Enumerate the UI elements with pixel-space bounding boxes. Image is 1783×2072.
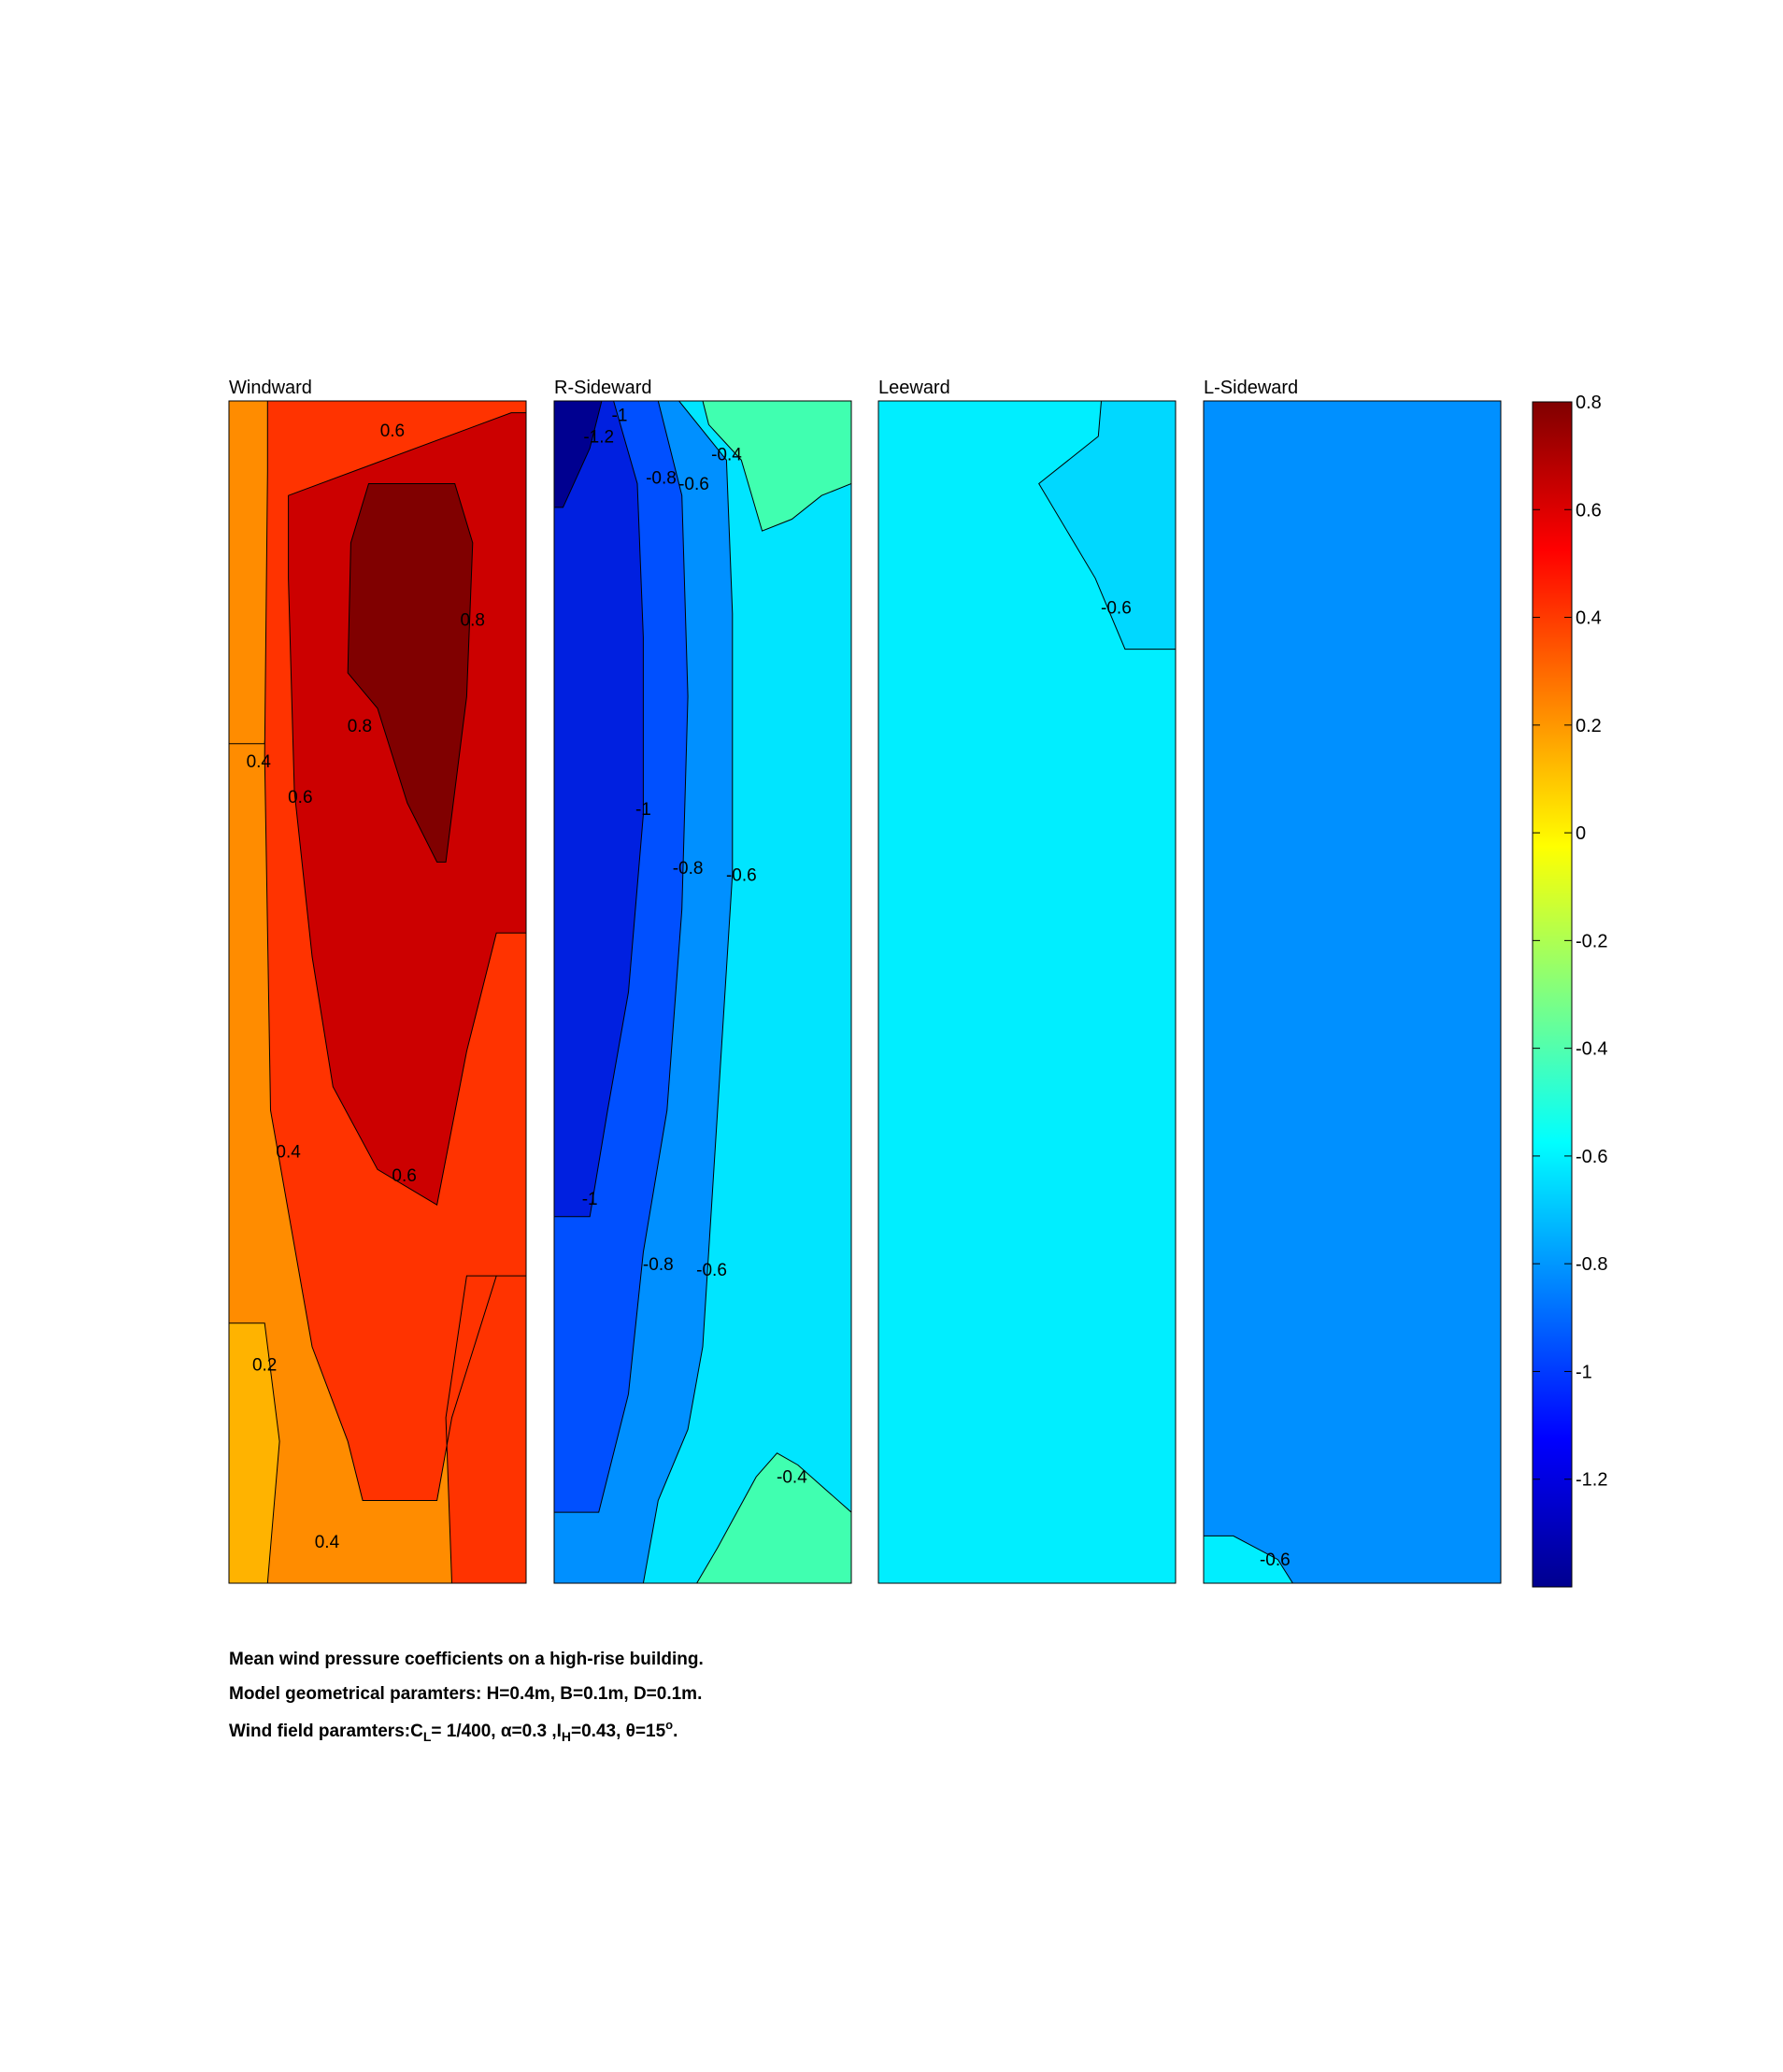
caption-line-3-mid1: = 1/400, α=0.3 ,I <box>431 1722 562 1741</box>
contour-region <box>229 1322 280 1583</box>
contour-label: -0.8 <box>643 1255 674 1275</box>
colorbar-tick-label: -1 <box>1576 1362 1592 1382</box>
contour-region <box>1038 401 1176 650</box>
contour-label: -0.6 <box>1101 599 1132 619</box>
contour-label: -0.6 <box>678 475 709 494</box>
caption-line-1: Mean wind pressure coefficients on a hig… <box>229 1650 704 1670</box>
colorbar-tick-label: -1.2 <box>1576 1470 1607 1491</box>
colorbar-tick-label: 0.4 <box>1576 608 1602 629</box>
contour-label: 0.4 <box>247 752 272 772</box>
contour-region <box>554 401 644 1218</box>
caption-degree-superscript: o <box>665 1718 674 1732</box>
colorbar-tick-label: -0.2 <box>1576 931 1607 951</box>
contour-label: -0.4 <box>777 1467 807 1487</box>
colorbar-tick-label: 0.8 <box>1576 393 1602 413</box>
caption-line-3-prefix: Wind field paramters:C <box>229 1722 423 1741</box>
caption-line-2: Model geometrical paramters: H=0.4m, B=0… <box>229 1684 702 1705</box>
contour-label: -1.2 <box>583 427 614 447</box>
caption-line-3-mid2: =0.43, θ=15 <box>571 1722 666 1741</box>
contour-label: -1 <box>612 407 628 426</box>
contour-label: 0.8 <box>348 717 372 736</box>
caption-ih-subscript: H <box>561 1729 572 1744</box>
contour-label: 0.4 <box>315 1533 340 1552</box>
caption-line-3: Wind field paramters:CL= 1/400, α=0.3 ,I… <box>229 1718 678 1744</box>
panel-contour-area <box>554 401 851 1583</box>
panel-contour-area <box>1204 401 1501 1583</box>
panel-title: Leeward <box>878 378 950 398</box>
contour-label: 0.4 <box>276 1143 301 1163</box>
caption-line-1-text: Mean wind pressure coefficients on a hig… <box>229 1650 704 1669</box>
colorbar-tick-label: 0.6 <box>1576 500 1602 521</box>
panel-title: Windward <box>229 378 312 398</box>
contour-label: -1 <box>635 800 651 820</box>
caption-cl-subscript: L <box>422 1729 432 1744</box>
contour-label: 0.2 <box>252 1355 277 1375</box>
caption-line-3-end: . <box>673 1722 678 1741</box>
contour-label: -0.6 <box>726 866 757 886</box>
contour-label: -1 <box>582 1190 598 1209</box>
caption-line-2-text: Model geometrical paramters: H=0.4m, B=0… <box>229 1684 703 1704</box>
panel-1: Windward 0.6 0.8 0.8 0.4 0.6 0.4 0.6 0.2 0.4 <box>228 378 527 1584</box>
contour-label: 0.6 <box>380 422 405 441</box>
panel-title: R-Sideward <box>554 378 651 398</box>
panel-contour-area <box>878 401 1176 1583</box>
contour-label: 0.6 <box>288 788 312 807</box>
panel-4: L-Sideward -0.6 <box>1203 378 1502 1584</box>
contour-region <box>702 401 851 532</box>
panel-3: Leeward -0.6 <box>877 378 1177 1584</box>
panel-frame <box>1203 400 1502 1584</box>
contour-region <box>696 1452 851 1583</box>
colorbar-tick-label: -0.8 <box>1576 1254 1607 1275</box>
panels-group: Windward 0.6 0.8 0.8 0.4 0.6 0.4 0.6 0.2 0.4 R-Sid… <box>228 378 1502 1584</box>
colorbar-gradient <box>1532 401 1573 1588</box>
contour-label: -0.4 <box>711 445 742 464</box>
panel-contour-area <box>229 401 526 1583</box>
colorbar-tick-label: 0 <box>1576 823 1586 844</box>
contour-label: -0.8 <box>646 469 677 489</box>
colorbar-tick-label: -0.4 <box>1576 1039 1607 1060</box>
contour-label: -0.8 <box>673 859 704 879</box>
contour-region <box>1204 1535 1293 1583</box>
panel-title: L-Sideward <box>1204 378 1298 398</box>
panel-frame <box>228 400 527 1584</box>
panel-frame <box>877 400 1177 1584</box>
contour-label: -0.6 <box>696 1261 727 1280</box>
colorbar-tick-label: 0.2 <box>1576 716 1602 736</box>
contour-background <box>1204 401 1501 1583</box>
contour-label: -0.6 <box>1260 1550 1291 1570</box>
colorbar-tick-label: -0.6 <box>1576 1147 1607 1167</box>
contour-region <box>554 401 603 508</box>
contour-label: 0.6 <box>392 1166 416 1186</box>
contour-label: 0.8 <box>461 610 485 630</box>
colorbar: 0.8 0.6 0.4 0.2 0 -0.2 -0.4 -0.6 -0.8 -1 -1.2 <box>1532 393 1607 1588</box>
contour-region <box>347 483 474 863</box>
panel-frame <box>553 400 852 1584</box>
panel-2: R-Sideward-1-1.2-0.4-0.8 -0.6-1-0.8 -0.6-1… <box>553 378 852 1584</box>
